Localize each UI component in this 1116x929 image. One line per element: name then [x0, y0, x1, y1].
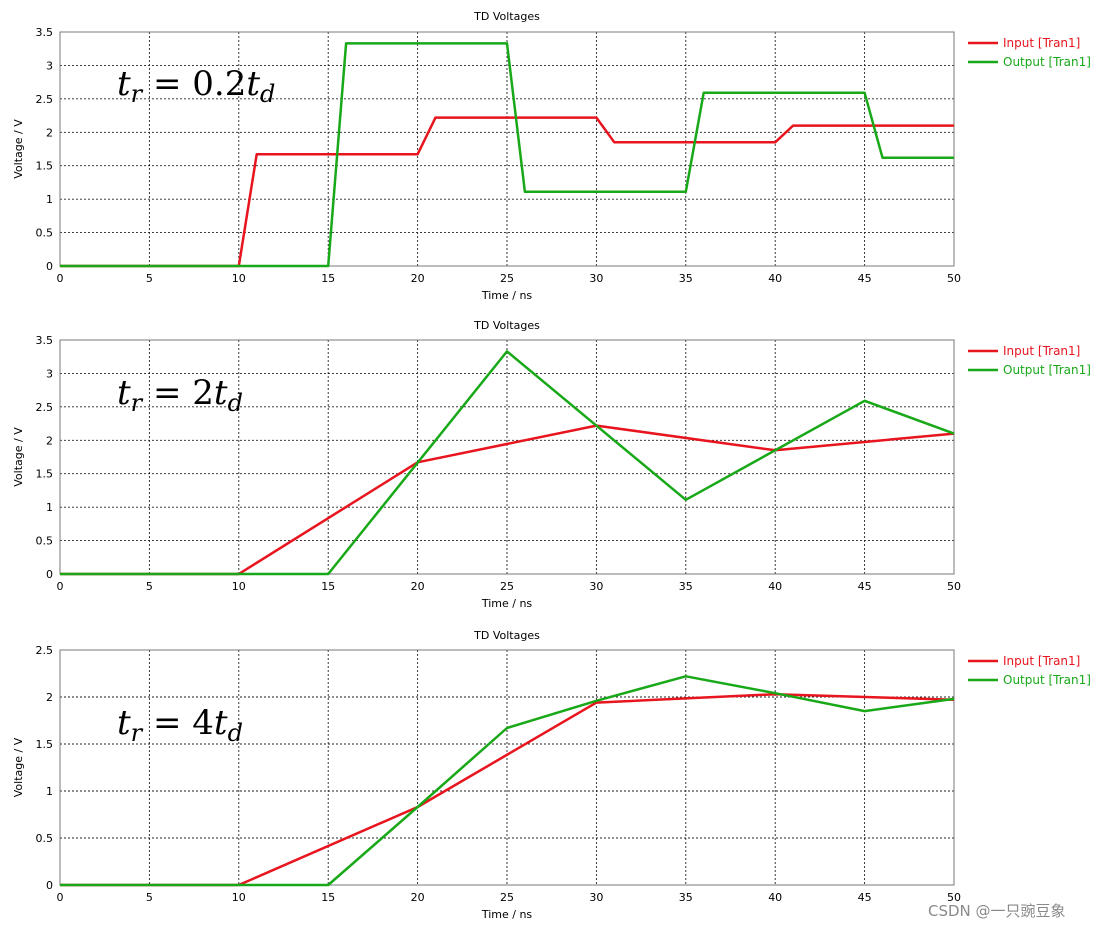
legend-label: Input [Tran1] — [1003, 344, 1080, 358]
rise-time-annotation: tr = 4td — [117, 703, 243, 747]
x-tick-label: 30 — [589, 272, 603, 285]
plot-frame — [59, 339, 955, 575]
x-tick-label: 0 — [57, 272, 64, 285]
y-axis-label: Voltage / V — [12, 427, 25, 487]
y-tick-label: 1 — [46, 193, 53, 206]
legend-label: Output [Tran1] — [1003, 673, 1091, 687]
y-tick-label: 0 — [46, 879, 53, 892]
y-axis-label: Voltage / V — [12, 119, 25, 179]
chart-title: TD Voltages — [473, 10, 540, 23]
x-tick-label: 0 — [57, 891, 64, 904]
series-line-input — [60, 116, 954, 268]
x-axis-label: Time / ns — [481, 908, 533, 921]
y-tick-label: 2 — [46, 126, 53, 139]
watermark: CSDN @一只豌豆象 — [928, 902, 1066, 920]
chart-2: TD Voltages 0 5 10 15 20 25 30 35 40 45 50 0 0.5 1 1.5 2… — [12, 319, 1091, 610]
legend-label: Input [Tran1] — [1003, 654, 1080, 668]
x-tick-label: 20 — [411, 272, 425, 285]
y-tick-label: 1.5 — [36, 468, 54, 481]
y-tick-label: 0.5 — [36, 535, 54, 548]
x-tick-label: 15 — [321, 272, 335, 285]
y-tick-label: 1 — [46, 501, 53, 514]
x-tick-label: 25 — [500, 272, 514, 285]
y-tick-label: 0 — [46, 568, 53, 581]
x-tick-label: 5 — [146, 580, 153, 593]
x-tick-label: 30 — [589, 891, 603, 904]
y-tick-label: 2.5 — [36, 401, 54, 414]
y-tick-label: 0.5 — [36, 227, 54, 240]
x-tick-label: 40 — [768, 891, 782, 904]
x-tick-label: 15 — [321, 580, 335, 593]
x-tick-label: 45 — [858, 580, 872, 593]
x-tick-label: 50 — [947, 580, 961, 593]
chart-title: TD Voltages — [473, 319, 540, 332]
y-tick-label: 2 — [46, 434, 53, 447]
x-tick-label: 20 — [411, 580, 425, 593]
rise-time-annotation: tr = 0.2td — [117, 64, 275, 108]
y-axis-label: Voltage / V — [12, 737, 25, 797]
x-tick-label: 50 — [947, 272, 961, 285]
y-tick-label: 3.5 — [36, 334, 54, 347]
x-tick-label: 10 — [232, 580, 246, 593]
x-axis-label: Time / ns — [481, 289, 533, 302]
x-tick-label: 45 — [858, 272, 872, 285]
x-tick-label: 50 — [947, 891, 961, 904]
chart-title: TD Voltages — [473, 629, 540, 642]
x-tick-label: 25 — [500, 891, 514, 904]
chart-3: TD Voltages 0 5 10 15 20 25 30 35 40 45 50 0 0.5 1 1.5 2… — [12, 629, 1091, 921]
x-tick-label: 10 — [232, 272, 246, 285]
series-line-output — [60, 350, 955, 576]
x-tick-label: 35 — [679, 891, 693, 904]
x-axis-label: Time / ns — [481, 597, 533, 610]
x-tick-label: 40 — [768, 580, 782, 593]
x-tick-label: 40 — [768, 272, 782, 285]
legend-label: Output [Tran1] — [1003, 55, 1091, 69]
x-tick-label: 0 — [57, 580, 64, 593]
legend-label: Input [Tran1] — [1003, 36, 1080, 50]
plot-frame — [59, 649, 955, 886]
y-tick-label: 0 — [46, 260, 53, 273]
series-line-output — [60, 675, 955, 887]
y-tick-label: 3 — [46, 59, 53, 72]
series-line-input — [60, 424, 955, 576]
x-tick-label: 5 — [146, 272, 153, 285]
y-tick-label: 2 — [46, 691, 53, 704]
x-tick-label: 25 — [500, 580, 514, 593]
x-tick-label: 45 — [858, 891, 872, 904]
chart-1: TD Voltages 0 5 10 15 20 25 30 35 40 45 50 0 0.5 1 1.5 2… — [12, 10, 1091, 302]
x-tick-label: 10 — [232, 891, 246, 904]
x-tick-label: 35 — [679, 580, 693, 593]
plot-frame — [59, 31, 955, 267]
y-tick-label: 1.5 — [36, 160, 54, 173]
x-tick-label: 30 — [589, 580, 603, 593]
x-tick-label: 15 — [321, 891, 335, 904]
x-tick-label: 35 — [679, 272, 693, 285]
y-tick-label: 2.5 — [36, 93, 54, 106]
x-tick-label: 20 — [411, 891, 425, 904]
legend-label: Output [Tran1] — [1003, 363, 1091, 377]
y-tick-label: 1.5 — [36, 738, 54, 751]
y-tick-label: 1 — [46, 785, 53, 798]
y-tick-label: 3.5 — [36, 26, 54, 39]
x-tick-label: 5 — [146, 891, 153, 904]
rise-time-annotation: tr = 2td — [117, 373, 243, 417]
y-tick-label: 0.5 — [36, 832, 54, 845]
y-tick-label: 2.5 — [36, 644, 54, 657]
series-line-output — [60, 42, 954, 268]
y-tick-label: 3 — [46, 367, 53, 380]
